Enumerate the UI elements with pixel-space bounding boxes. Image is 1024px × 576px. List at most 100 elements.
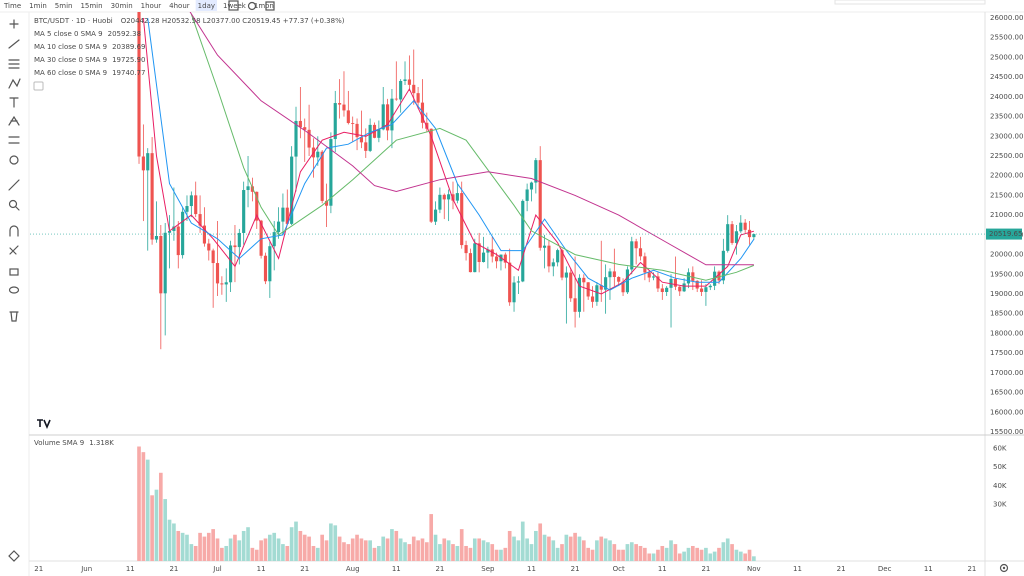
magnet-tool[interactable] [9,225,19,237]
volume-bar [141,452,146,561]
volume-bar [616,549,621,561]
volume-legend-value: 1.318K [89,439,114,447]
volume-bar [486,542,490,561]
stay-drawing-tool[interactable] [9,245,19,255]
candle-body [233,245,237,248]
interval-button[interactable]: 15min [80,2,102,10]
remove-tool[interactable] [9,311,19,322]
brush-tool[interactable] [8,78,21,89]
tv-logo [35,417,51,430]
candle-body [181,211,185,256]
x-tick-label: 21 [837,565,846,573]
candle-body [660,288,664,292]
candle-body [342,104,346,111]
volume-bar [534,530,538,561]
volume-bar [268,534,272,561]
volume-bar [660,545,665,561]
interval-button[interactable]: 1day [198,2,215,10]
interval-button[interactable]: 1hour [141,2,162,10]
x-tick-label: 11 [392,565,401,573]
volume-bar [233,534,237,561]
volume-bar [464,545,468,561]
volume-bar [416,540,420,561]
hide-tool[interactable] [8,286,20,294]
volume-bar [363,540,368,561]
volume-bar [355,534,359,561]
candle-body [403,79,407,81]
legend-entry[interactable]: MA 5 close 0 SMA 9 [34,30,103,38]
candle-body [211,250,215,264]
ohlc-legend: O20442.28 H20532.58 L20377.00 C20519.45 … [121,17,345,25]
candle-body [638,248,643,257]
candle-body [717,271,721,281]
volume-tick-label: 30K [993,501,1007,509]
zoom-tool[interactable] [8,199,20,211]
x-tick-label: 21 [435,565,444,573]
candle-body [577,277,582,312]
pattern-tool[interactable] [8,115,20,126]
legend-entry[interactable]: MA 30 close 0 SMA 9 [34,56,107,64]
candle-body [290,156,294,224]
interval-button[interactable]: 1min [29,2,47,10]
indicator-button[interactable] [228,0,239,11]
candle-body [739,222,743,232]
candle-body [590,296,595,302]
interval-button[interactable]: 5min [55,2,73,10]
candle-body [294,120,298,157]
volume-bar [612,544,617,561]
candle-body [338,103,342,105]
volume-bar [377,545,381,561]
candle-body [324,200,329,206]
volume-bar [647,553,652,561]
volume-bar [420,538,425,561]
candle-body [316,151,320,158]
volume-bar [455,545,460,561]
interval-button[interactable]: 1mon [254,2,274,10]
candle-body [207,243,211,251]
crosshair-tool[interactable] [9,19,19,29]
legend-entry[interactable]: MA 10 close 0 SMA 9 [34,43,107,51]
candle-body [516,281,520,283]
candle-body [468,253,473,273]
ruler-tool[interactable] [8,179,20,191]
interval-button[interactable]: 1week [223,2,247,10]
candle-body [333,103,337,140]
settings-button[interactable] [247,1,257,11]
volume-bar [180,532,185,561]
fullscreen-button[interactable] [265,1,275,11]
legend-entry[interactable]: MA 60 close 0 SMA 9 [34,69,107,77]
settings-gear[interactable] [999,563,1009,573]
volume-bar [621,549,625,561]
volume-tick-label: 50K [993,463,1007,471]
interval-button[interactable]: 4hour [169,2,190,10]
layers-button[interactable] [8,550,20,562]
volume-bar [281,544,285,561]
trendline-tool[interactable] [8,39,20,49]
x-tick-label: 11 [793,565,802,573]
forecast-tool[interactable] [8,136,20,144]
volume-bar [573,532,577,561]
emoji-tool[interactable] [9,155,19,165]
interval-button[interactable]: 30min [111,2,133,10]
legend-toggle[interactable] [33,81,44,91]
fib-tool[interactable] [8,59,20,69]
volume-bar [211,529,215,561]
candle-body [490,249,494,257]
candle-body [263,255,268,282]
volume-bar [307,536,311,561]
volume-bar [747,549,752,561]
lock-tool[interactable] [9,268,19,276]
candle-body [268,246,272,282]
text-tool[interactable] [9,97,19,108]
x-tick-label: Aug [346,565,360,573]
volume-bar [433,534,438,561]
candle-body [281,207,285,222]
candle-body [298,120,302,128]
legend-value: 20389.69 [112,43,145,51]
candle-body [708,285,712,288]
volume-bar [743,553,747,561]
candle-body [634,241,638,249]
volume-legend[interactable]: Volume SMA 9 [34,439,84,447]
